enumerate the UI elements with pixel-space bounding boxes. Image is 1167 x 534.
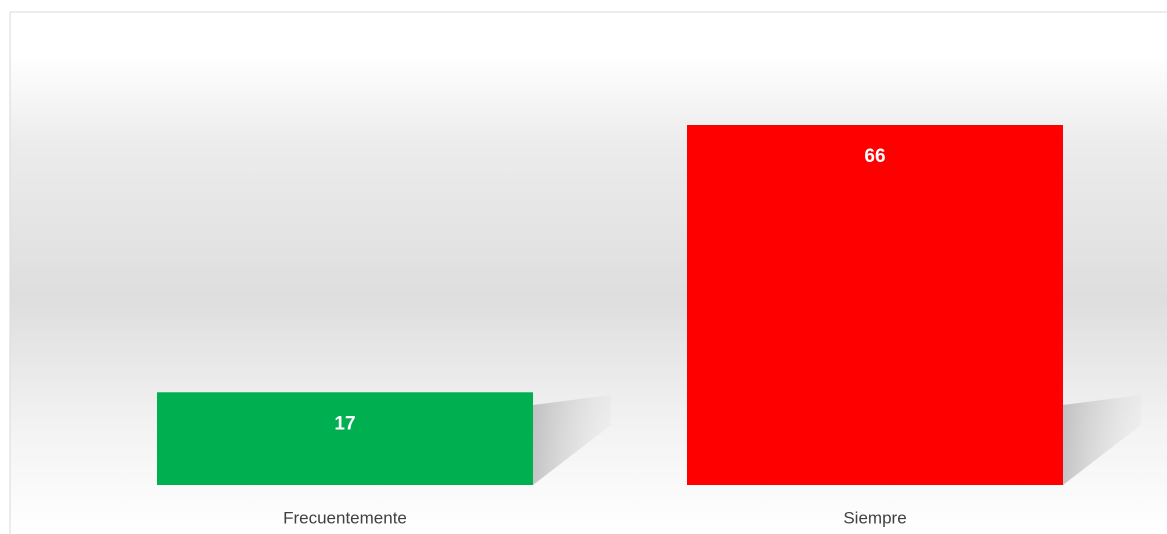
bars: 17 Frecuentemente 66 Siempre <box>157 125 1063 527</box>
data-label: 17 <box>334 413 355 434</box>
shadows <box>533 395 1141 485</box>
x-tick-label: Siempre <box>843 508 906 527</box>
data-label: 66 <box>864 146 885 167</box>
bar-shadow <box>533 395 611 485</box>
x-tick-label: Frecuentemente <box>283 508 407 527</box>
bar <box>687 125 1063 485</box>
bar <box>157 392 533 485</box>
bar-shadow <box>1063 395 1141 485</box>
